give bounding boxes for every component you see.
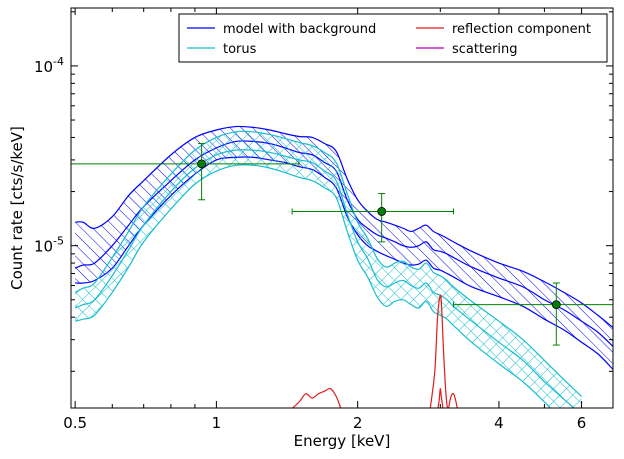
reflection-component-curve-0 — [291, 387, 342, 408]
legend-label-scattering: scattering — [452, 42, 518, 57]
torus-band-fill — [75, 131, 582, 408]
torus-upper-line — [74, 130, 582, 397]
plot-area — [71, 125, 613, 408]
data-point-0 — [71, 143, 300, 201]
reflection-component-curve-2 — [437, 388, 458, 408]
data-point-marker — [377, 207, 387, 216]
legend-label-torus: torus — [223, 42, 257, 57]
x-tick-label: 0.5 — [63, 414, 87, 432]
legend-label-model: model with background — [223, 22, 376, 37]
data-point-1 — [291, 193, 454, 243]
legend-label-reflection: reflection component — [452, 22, 591, 37]
plot-frame — [70, 7, 614, 409]
x-tick-label: 1 — [212, 414, 222, 432]
x-tick-label: 6 — [577, 414, 587, 432]
legend-frame — [178, 13, 608, 63]
x-tick-label: 2 — [353, 414, 363, 432]
x-tick-label: 4 — [494, 414, 504, 432]
torus-lower-line — [74, 164, 552, 408]
x-axis-label: Energy [keV] — [294, 432, 391, 450]
model-with-background-band-fill — [75, 126, 613, 370]
data-point-2 — [452, 282, 613, 346]
reflection-component-curve-1 — [429, 294, 449, 408]
axis-ticks: 0.5 1 2 4 6 10-5 10-4 — [34, 8, 614, 432]
legend: model with background reflection compone… — [178, 13, 608, 63]
data-point-marker — [197, 159, 207, 169]
y-tick-label: 10-4 — [34, 55, 64, 76]
y-tick-label: 10-5 — [34, 235, 64, 256]
y-axis-label: Count rate [cts/s/keV] — [8, 126, 26, 290]
data-point-marker — [551, 300, 561, 310]
